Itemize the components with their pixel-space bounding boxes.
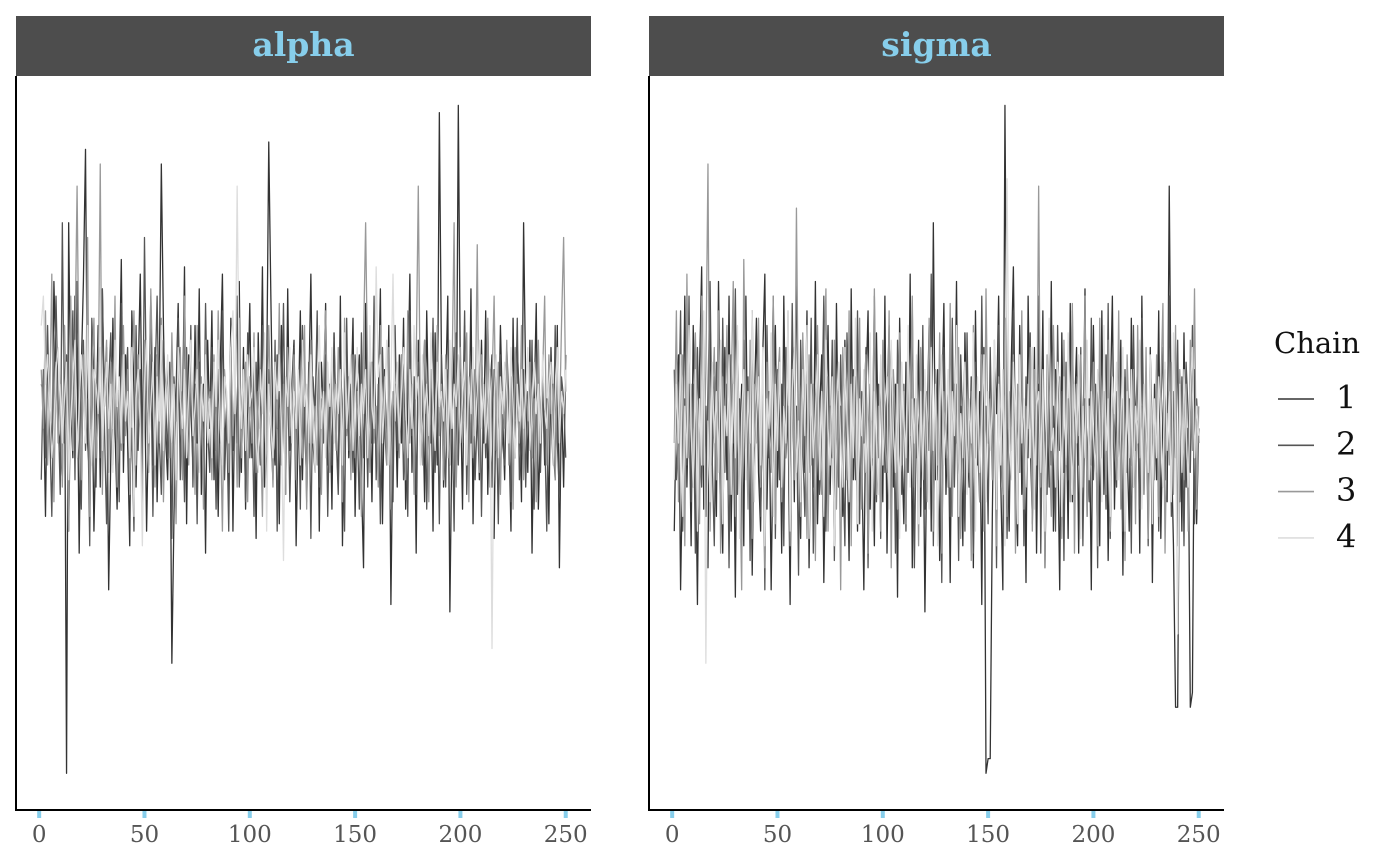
x-tick-label: 150 <box>966 822 1010 848</box>
x-tick-label: 100 <box>861 822 905 848</box>
trace-line <box>40 185 567 650</box>
trace-line <box>673 178 1200 664</box>
x-tick-label: 50 <box>130 822 159 848</box>
x-tick-label: 100 <box>228 822 272 848</box>
legend-label: 1 <box>1336 379 1356 417</box>
strip-title: alpha <box>252 25 354 64</box>
x-tick-label: 50 <box>763 822 792 848</box>
strip <box>649 16 1224 76</box>
x-tick-label: 250 <box>544 822 588 848</box>
legend-label: 3 <box>1336 471 1356 509</box>
strip <box>16 16 591 76</box>
panel: alpha 0 50 100 150 200 250 <box>15 16 591 848</box>
x-tick-label: 0 <box>32 822 47 848</box>
legend-title: Chain <box>1274 326 1360 360</box>
strip-title: sigma <box>881 25 992 64</box>
x-tick-label: 200 <box>1071 822 1115 848</box>
x-tick-label: 250 <box>1177 822 1221 848</box>
x-tick-label: 0 <box>665 822 680 848</box>
legend-label: 2 <box>1336 425 1356 463</box>
x-tick-label: 200 <box>438 822 482 848</box>
panel: sigma 0 50 100 150 200 250 <box>648 16 1224 848</box>
x-tick-label: 150 <box>333 822 377 848</box>
legend-label: 4 <box>1336 517 1356 555</box>
